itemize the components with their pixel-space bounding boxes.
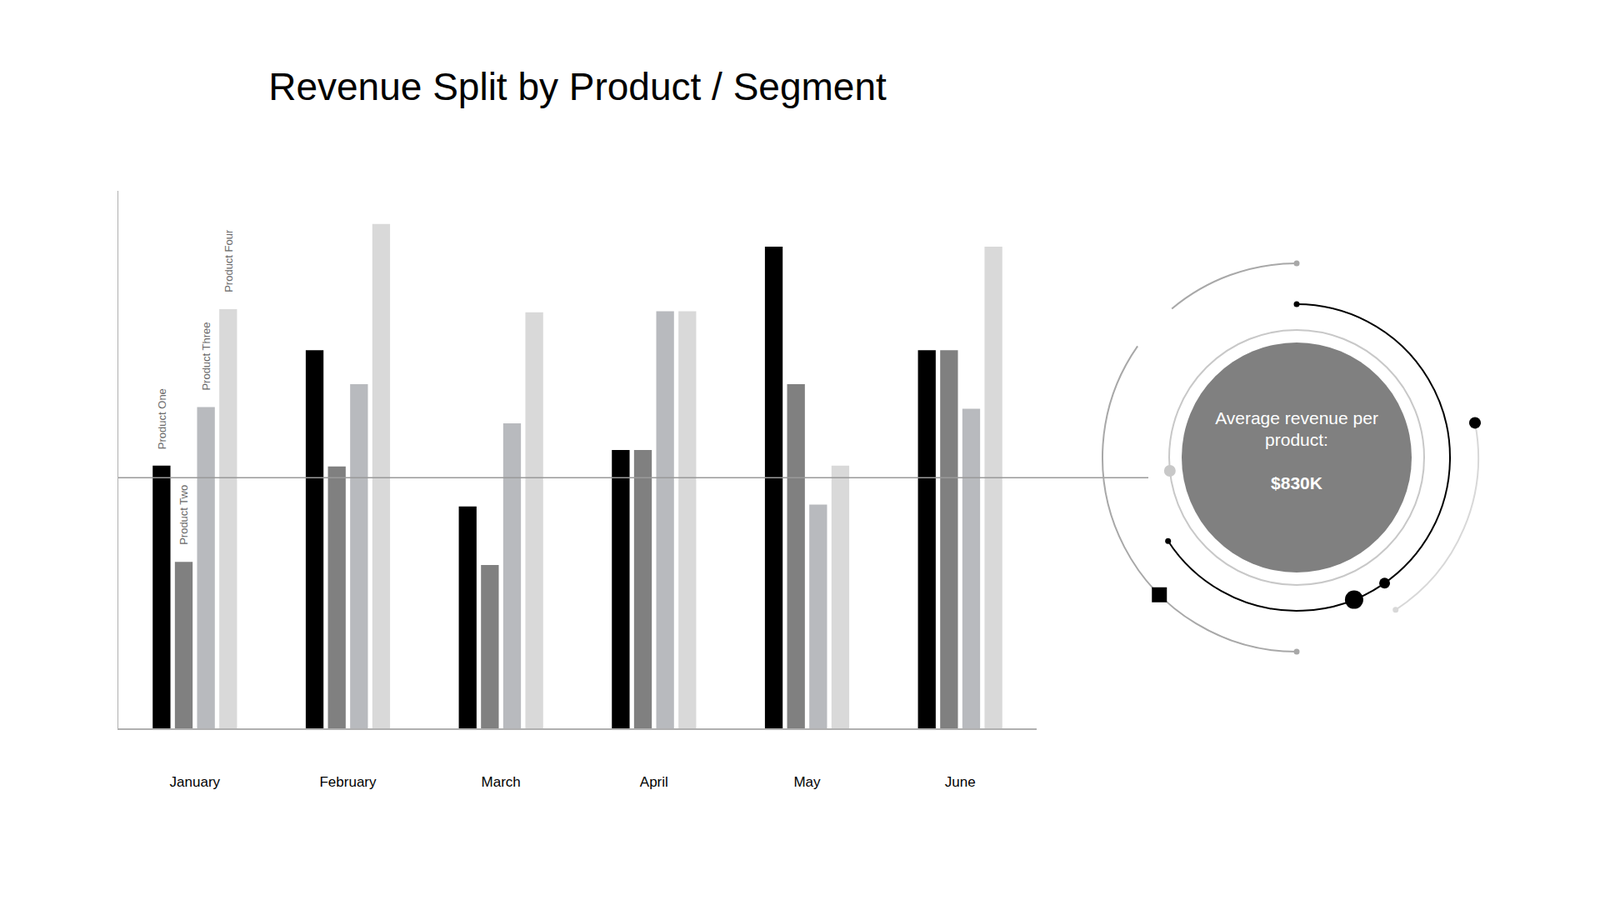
svg-text:Product One: Product One bbox=[155, 388, 169, 450]
svg-text:April: April bbox=[640, 774, 669, 790]
svg-text:Product Two: Product Two bbox=[177, 485, 190, 545]
svg-text:May: May bbox=[793, 774, 821, 790]
svg-text:Product Four: Product Four bbox=[222, 229, 235, 293]
svg-text:Product Three: Product Three bbox=[200, 321, 213, 390]
svg-text:March: March bbox=[481, 774, 521, 790]
svg-text:January: January bbox=[170, 774, 221, 790]
svg-text:February: February bbox=[319, 774, 377, 790]
svg-text:Revenue Split by Product / Seg: Revenue Split by Product / Segment bbox=[268, 65, 887, 109]
svg-text:June: June bbox=[945, 774, 976, 790]
html-text:$830K: $830K bbox=[1270, 473, 1323, 493]
html-text:Average revenue per product:: Average revenue per product: bbox=[1215, 408, 1379, 450]
